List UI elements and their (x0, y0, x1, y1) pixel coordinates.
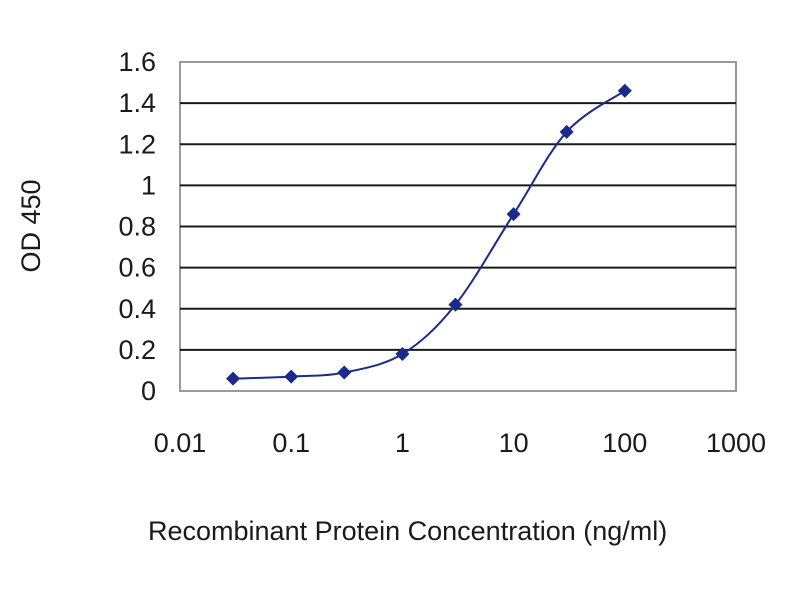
x-axis-ticks: 0.01 0.1 1 10 100 1000 (154, 428, 766, 458)
y-tick-label: 0.4 (118, 294, 156, 324)
data-point-marker (617, 83, 632, 98)
y-tick-label: 1.4 (118, 88, 156, 118)
series-line (233, 89, 626, 380)
y-axis-ticks: 0 0.2 0.4 0.6 0.8 1 1.2 1.4 1.6 (118, 47, 156, 406)
data-point-marker (337, 365, 352, 380)
x-axis-title: Recombinant Protein Concentration (ng/ml… (148, 516, 667, 546)
x-tick-label: 1 (395, 428, 410, 458)
data-point-marker (506, 207, 521, 222)
y-tick-label: 0.2 (118, 335, 156, 365)
data-point-marker (284, 369, 299, 384)
x-tick-label: 0.1 (272, 428, 310, 458)
data-point-marker (559, 124, 574, 139)
y-tick-label: 1.2 (118, 129, 156, 159)
data-point-marker (448, 297, 463, 312)
y-tick-label: 1 (141, 170, 156, 200)
data-point-marker (395, 346, 410, 361)
y-tick-label: 0 (141, 376, 156, 406)
y-tick-label: 0.8 (118, 212, 156, 242)
data-point-marker (226, 371, 241, 386)
data-points (226, 83, 632, 386)
y-axis-title: OD 450 (16, 179, 46, 272)
x-tick-label: 0.01 (154, 428, 207, 458)
grid-lines (180, 102, 736, 351)
y-tick-label: 0.6 (118, 253, 156, 283)
x-tick-label: 1000 (706, 428, 766, 458)
y-tick-label: 1.6 (118, 47, 156, 77)
x-tick-label: 10 (499, 428, 529, 458)
x-tick-label: 100 (602, 428, 647, 458)
